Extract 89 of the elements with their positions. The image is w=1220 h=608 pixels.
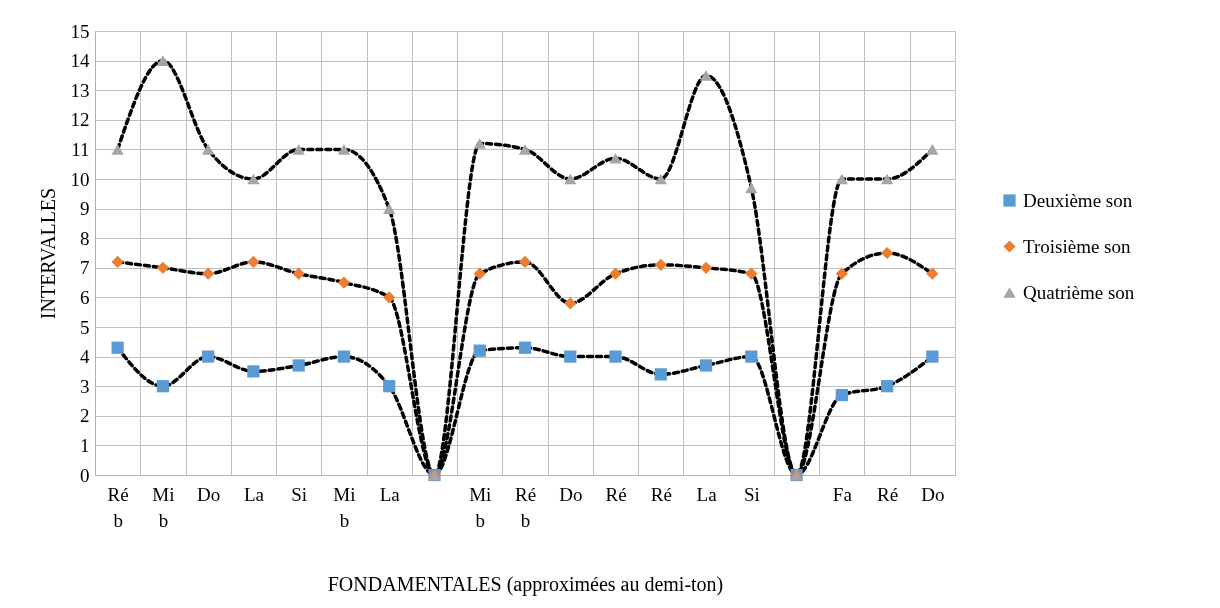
point bbox=[699, 359, 713, 372]
point bbox=[835, 388, 848, 402]
x-tick-label: Ré b bbox=[514, 483, 537, 531]
legend-label: Deuxième son bbox=[1023, 189, 1133, 211]
point bbox=[156, 261, 170, 274]
point bbox=[202, 267, 215, 280]
point bbox=[292, 144, 305, 155]
point bbox=[111, 255, 124, 268]
point bbox=[609, 267, 622, 280]
x-tick-label: Ré bbox=[650, 483, 672, 505]
point bbox=[202, 350, 215, 363]
y-tick-label: 10 bbox=[70, 168, 90, 190]
x-tick-label: La bbox=[379, 483, 401, 505]
y-tick-label: 0 bbox=[80, 464, 90, 486]
y-tick-label: 6 bbox=[80, 286, 90, 308]
point bbox=[292, 359, 305, 372]
x-tick-label: Mi b bbox=[469, 483, 492, 531]
y-tick-label: 11 bbox=[71, 138, 90, 160]
point bbox=[518, 341, 532, 354]
y-tick-label: 2 bbox=[80, 405, 90, 427]
point bbox=[337, 350, 351, 363]
point bbox=[518, 255, 532, 268]
point bbox=[518, 144, 532, 155]
point bbox=[564, 297, 577, 310]
point bbox=[880, 246, 894, 260]
point bbox=[745, 350, 758, 363]
y-axis-title: INTERVALLES bbox=[36, 187, 59, 320]
point bbox=[564, 350, 577, 363]
point bbox=[880, 380, 894, 393]
point bbox=[111, 144, 124, 155]
x-tick-label: La bbox=[696, 483, 718, 505]
x-axis-title: FONDAMENTALES (approximées au demi-ton) bbox=[327, 572, 724, 596]
point bbox=[745, 267, 758, 280]
point bbox=[880, 173, 894, 185]
point bbox=[383, 380, 396, 393]
point bbox=[699, 70, 713, 81]
y-tick-label: 15 bbox=[70, 20, 90, 42]
x-tick-label: Ré bbox=[877, 483, 899, 505]
point bbox=[202, 144, 215, 155]
point bbox=[292, 267, 305, 280]
point bbox=[247, 365, 260, 378]
point bbox=[926, 350, 939, 363]
point bbox=[156, 380, 170, 393]
point bbox=[247, 255, 260, 268]
point bbox=[609, 152, 622, 164]
legend-label: Troisième son bbox=[1023, 235, 1132, 257]
y-tick-label: 7 bbox=[80, 257, 90, 279]
y-tick-label: 1 bbox=[80, 434, 90, 456]
x-tick-label: Do bbox=[197, 483, 221, 505]
point bbox=[383, 203, 396, 214]
point bbox=[156, 55, 170, 66]
point bbox=[835, 173, 848, 185]
y-tick-label: 12 bbox=[70, 109, 90, 131]
legend-label: Quatrième son bbox=[1023, 281, 1135, 303]
point bbox=[473, 138, 486, 149]
y-tick-label: 5 bbox=[80, 316, 90, 338]
x-tick-label: Mi b bbox=[333, 483, 356, 531]
y-tick-label: 13 bbox=[70, 79, 90, 101]
y-tick-label: 9 bbox=[80, 198, 90, 220]
point bbox=[473, 344, 486, 357]
x-tick-label: Si bbox=[291, 483, 308, 505]
point bbox=[699, 261, 713, 274]
point bbox=[926, 267, 939, 280]
point bbox=[926, 144, 939, 155]
point bbox=[111, 341, 124, 354]
point bbox=[835, 267, 848, 280]
x-tick-label: Mi b bbox=[152, 483, 175, 531]
x-tick-label: La bbox=[243, 483, 265, 505]
x-tick-label: Ré bbox=[605, 483, 627, 505]
y-tick-label: 14 bbox=[70, 50, 90, 72]
x-tick-label: Fa bbox=[832, 483, 853, 505]
point bbox=[745, 182, 758, 194]
point bbox=[609, 350, 622, 363]
point bbox=[337, 144, 351, 155]
y-tick-label: 3 bbox=[80, 375, 90, 397]
point bbox=[473, 267, 486, 280]
point bbox=[383, 291, 396, 304]
point bbox=[564, 173, 577, 185]
x-tick-label: Si bbox=[743, 483, 760, 505]
x-tick-label: Do bbox=[559, 483, 583, 505]
point bbox=[654, 368, 667, 381]
x-tick-label: Ré b bbox=[107, 483, 129, 531]
y-tick-label: 8 bbox=[80, 227, 90, 249]
x-tick-label: Do bbox=[921, 483, 945, 505]
point bbox=[247, 173, 260, 185]
y-tick-label: 4 bbox=[80, 346, 90, 368]
point bbox=[654, 258, 667, 271]
point bbox=[654, 173, 667, 185]
point bbox=[337, 276, 351, 289]
